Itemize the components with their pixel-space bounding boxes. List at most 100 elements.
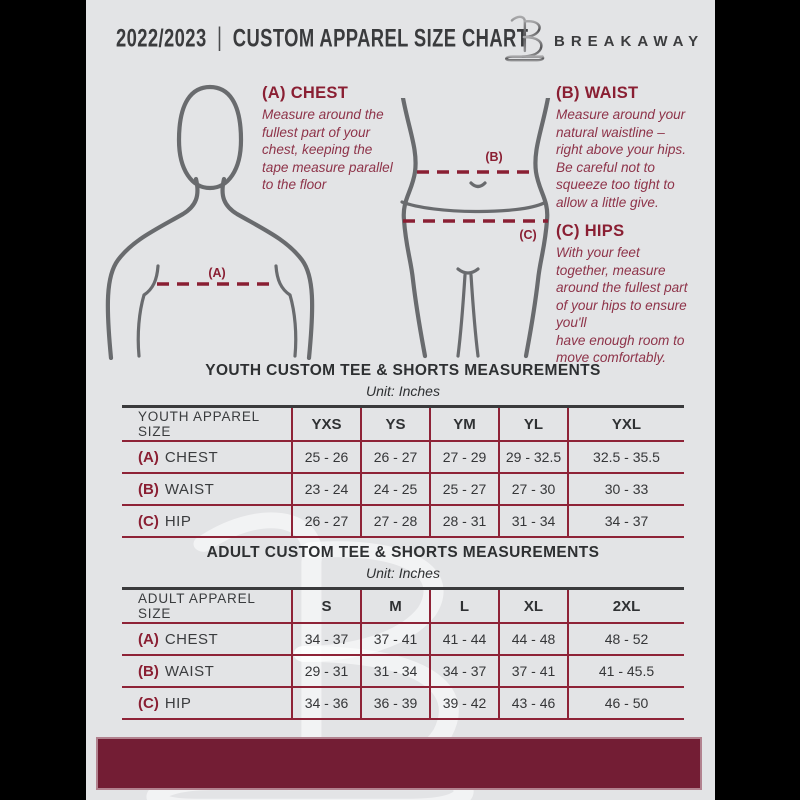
breakaway-logo-icon [505, 15, 545, 62]
youth-size-table: YOUTH APPAREL SIZE YXS YS YM YL YXL (A) CHEST 25… [122, 405, 684, 538]
measurement-row-label: (C) HIP [122, 505, 292, 538]
measurement-row-label: (B) WAIST [122, 655, 292, 688]
waist-description: Measure around your natural waistline – … [556, 107, 686, 210]
brand-name: BREAKAWAY [554, 33, 705, 50]
measurement-value-cell: 37 - 41 [498, 655, 568, 688]
measurement-value-cell: 26 - 27 [360, 441, 430, 474]
measurement-value-cell: 28 - 31 [429, 505, 499, 538]
row-label: WAIST [164, 480, 215, 498]
measurement-row-label: (B) WAIST [122, 473, 292, 506]
right-shoulder-arm [220, 176, 315, 360]
youth-table-unit: Unit: Inches [366, 383, 440, 399]
measurement-value-cell: 30 - 33 [567, 473, 684, 506]
hips-heading: (C) HIPS [556, 222, 625, 240]
row-prefix: (C) [138, 694, 159, 712]
navel-curve [469, 181, 487, 189]
measurement-value-cell: 46 - 50 [567, 687, 684, 720]
measurement-value-cell: 25 - 26 [291, 441, 361, 474]
measurement-value-cell: 27 - 30 [498, 473, 568, 506]
size-header-cell: YXL [567, 406, 684, 442]
season-label: 2022/2023 [116, 23, 207, 52]
right-armpit [274, 264, 298, 358]
size-header-cell: YM [429, 406, 499, 442]
size-header-cell: YS [360, 406, 430, 442]
measurement-row: (C) HIP 26 - 27 27 - 28 28 - 31 31 - 34 34 - 3… [122, 505, 684, 538]
apparel-size-column-header: YOUTH APPAREL SIZE [122, 406, 292, 442]
measurement-value-cell: 27 - 28 [360, 505, 430, 538]
measurement-value-cell: 27 - 29 [429, 441, 499, 474]
measurement-value-cell: 34 - 36 [291, 687, 361, 720]
hips-description: With your feet together, measure around … [556, 245, 688, 365]
measurement-value-cell: 34 - 37 [429, 655, 499, 688]
row-label: CHEST [164, 630, 219, 648]
size-header-cell: YXS [291, 406, 361, 442]
footer-bar [96, 737, 702, 790]
row-prefix: (A) [138, 448, 159, 466]
chest-line-label: (A) [208, 266, 225, 280]
measurement-value-cell: 48 - 52 [567, 623, 684, 656]
measurement-value-cell: 31 - 34 [360, 655, 430, 688]
measurement-value-cell: 37 - 41 [360, 623, 430, 656]
measurement-value-cell: 41 - 45.5 [567, 655, 684, 688]
row-label: HIP [164, 694, 192, 712]
title-text: CUSTOM APPAREL SIZE CHART [232, 23, 529, 52]
measurement-row-label: (A) CHEST [122, 441, 292, 474]
row-prefix: (A) [138, 630, 159, 648]
measurement-value-cell: 25 - 27 [429, 473, 499, 506]
measurement-value-cell: 29 - 31 [291, 655, 361, 688]
right-inner-leg [469, 273, 480, 358]
chest-description: Measure around the fullest part of your … [262, 107, 393, 192]
upper-body-illustration: (A) [105, 84, 315, 360]
head-outline [176, 84, 244, 191]
adult-size-table: ADULT APPAREL SIZE S M L XL 2XL (A) CHEST 34 - 3… [122, 587, 684, 720]
size-header-cell: M [360, 588, 430, 624]
size-table: ADULT APPAREL SIZE S M L XL 2XL (A) CHEST 34 - 3… [122, 587, 684, 720]
adult-table-section: ADULT CUSTOM TEE & SHORTS MEASUREMENTS U… [122, 544, 684, 720]
measurement-value-cell: 29 - 32.5 [498, 441, 568, 474]
measurement-value-cell: 24 - 25 [360, 473, 430, 506]
youth-table-section: YOUTH CUSTOM TEE & SHORTS MEASUREMENTS U… [122, 362, 684, 538]
left-shoulder-arm [105, 176, 200, 360]
measurement-value-cell: 32.5 - 35.5 [567, 441, 684, 474]
lower-body-illustration: (B) (C) [400, 98, 551, 359]
left-inner-leg [456, 273, 467, 358]
row-prefix: (C) [138, 512, 159, 530]
adult-table-title: ADULT CUSTOM TEE & SHORTS MEASUREMENTS [206, 544, 600, 561]
size-header-cell: S [291, 588, 361, 624]
waist-heading: (B) WAIST [556, 84, 639, 102]
measurement-value-cell: 26 - 27 [291, 505, 361, 538]
row-label: CHEST [164, 448, 219, 466]
row-prefix: (B) [138, 662, 159, 680]
size-chart-card: 2022/2023 | CUSTOM APPAREL SIZE CHART BR… [86, 0, 715, 800]
row-label: HIP [164, 512, 192, 530]
size-header-cell: L [429, 588, 499, 624]
measurement-row: (A) CHEST 34 - 37 37 - 41 41 - 44 44 - 48 48 -… [122, 623, 684, 656]
chest-heading: (A) CHEST [262, 84, 349, 102]
waist-line-label: (B) [485, 150, 502, 164]
apparel-size-column-header: ADULT APPAREL SIZE [122, 588, 292, 624]
page-title: 2022/2023 | CUSTOM APPAREL SIZE CHART [116, 23, 528, 53]
size-table: YOUTH APPAREL SIZE YXS YS YM YL YXL (A) CHEST 25… [122, 405, 684, 538]
youth-table-title: YOUTH CUSTOM TEE & SHORTS MEASUREMENTS [205, 362, 601, 379]
row-label: WAIST [164, 662, 215, 680]
title-divider: | [216, 22, 223, 53]
measurement-value-cell: 23 - 24 [291, 473, 361, 506]
measurement-value-cell: 31 - 34 [498, 505, 568, 538]
size-header-cell: XL [498, 588, 568, 624]
measurement-value-cell: 43 - 46 [498, 687, 568, 720]
right-side-outline [523, 98, 551, 359]
crotch-curve [456, 267, 480, 275]
left-armpit [136, 264, 160, 358]
size-header-cell: YL [498, 406, 568, 442]
size-header-cell: 2XL [567, 588, 684, 624]
adult-table-unit: Unit: Inches [366, 565, 440, 581]
measurement-value-cell: 34 - 37 [291, 623, 361, 656]
measurement-row: (C) HIP 34 - 36 36 - 39 39 - 42 43 - 46 46 - 5… [122, 687, 684, 720]
abdomen-curve [400, 200, 546, 214]
measurement-value-cell: 34 - 37 [567, 505, 684, 538]
measurement-row-label: (A) CHEST [122, 623, 292, 656]
measurement-value-cell: 44 - 48 [498, 623, 568, 656]
measurement-value-cell: 39 - 42 [429, 687, 499, 720]
measurement-row: (A) CHEST 25 - 26 26 - 27 27 - 29 29 - 32.5 32… [122, 441, 684, 474]
measurement-value-cell: 36 - 39 [360, 687, 430, 720]
